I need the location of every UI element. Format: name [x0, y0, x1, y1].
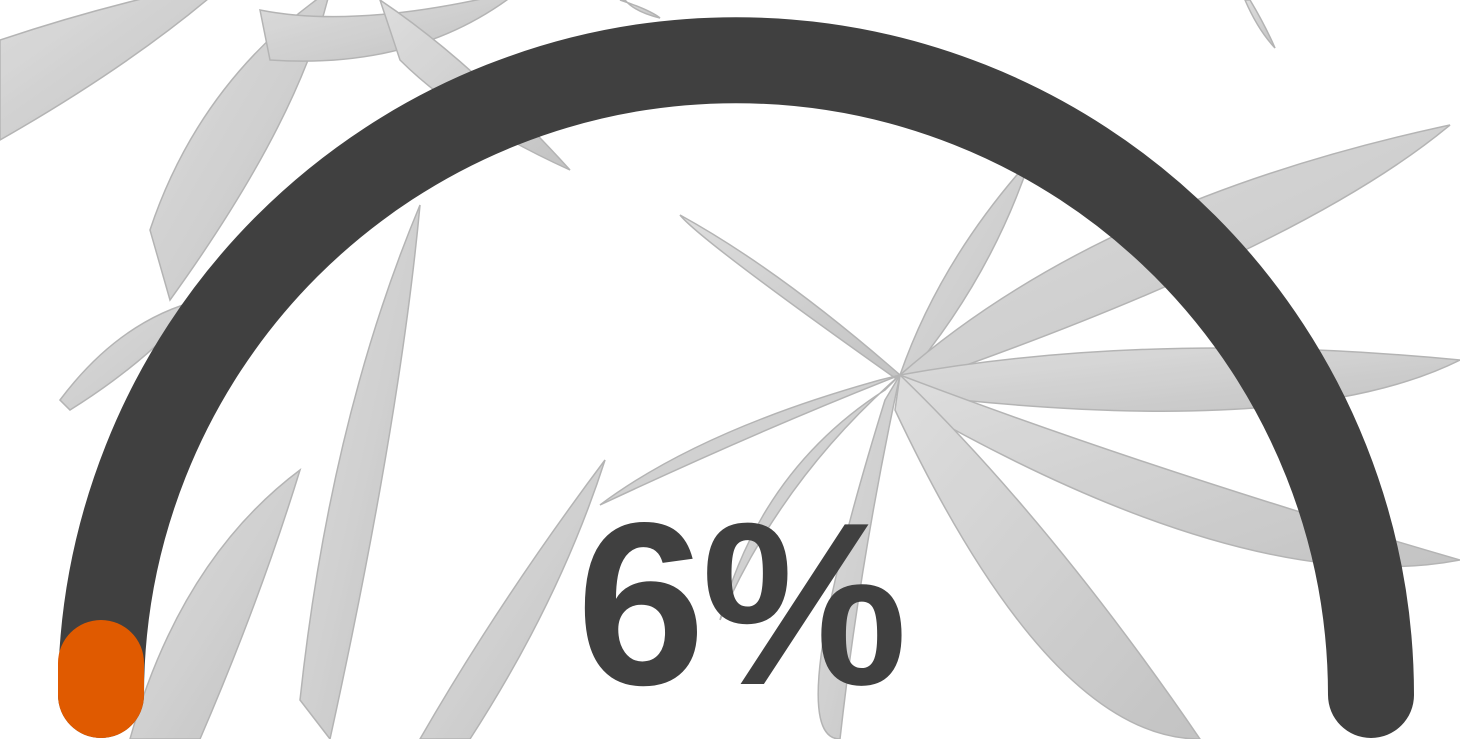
gauge-percent-value: 6% — [480, 490, 1000, 720]
